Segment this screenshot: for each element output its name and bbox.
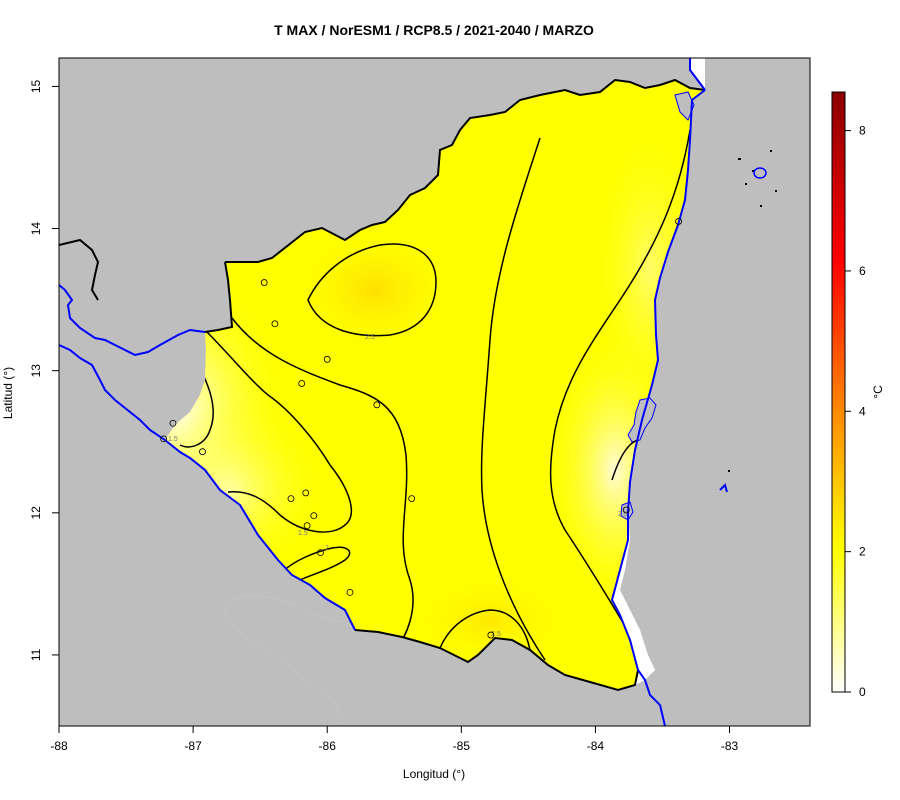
station-marker — [303, 522, 311, 529]
station-marker — [160, 435, 168, 443]
y-axis-label: Latitud (°) — [1, 367, 15, 419]
contour-line — [307, 243, 437, 337]
contour-line — [204, 329, 353, 533]
country-border — [59, 78, 706, 692]
border-honduras-inner — [59, 238, 100, 301]
contour-label: 2 — [325, 545, 329, 552]
station-marker — [169, 419, 177, 427]
colorbar-tick-label: 4 — [859, 404, 866, 418]
station-marker — [271, 320, 279, 328]
colorbar-tick-label: 8 — [859, 124, 866, 138]
station-marker — [373, 401, 381, 409]
islands — [728, 150, 777, 472]
contour-line — [480, 137, 546, 661]
coast-caribbean — [610, 89, 706, 726]
coast-gulf — [59, 284, 206, 357]
land-masses — [59, 58, 810, 726]
land-gulf-fonseca — [59, 285, 206, 440]
coast-lagoon-small — [719, 483, 728, 493]
contour-lines — [179, 129, 691, 661]
island — [745, 183, 747, 185]
contour-label: 1.5 — [298, 530, 308, 537]
border-south — [354, 629, 639, 692]
station-marker — [199, 448, 206, 456]
contour-label: 2.5 — [491, 631, 501, 638]
station-marker — [346, 589, 354, 596]
coastline — [59, 58, 728, 726]
chart-title: T MAX / NorESM1 / RCP8.5 / 2021-2040 / M… — [274, 22, 594, 38]
coast-honduras-north — [689, 58, 706, 91]
contour-line — [179, 359, 214, 448]
colorbar-unit: °C — [871, 385, 885, 399]
land-honduras — [59, 58, 705, 355]
map-panel: 2.5 1.5 2.5 2 1.5 2.5 — [59, 58, 810, 726]
x-tick-label: -86 — [319, 739, 337, 753]
station-marker — [675, 218, 682, 225]
station-marker — [487, 631, 495, 639]
contour-line — [549, 129, 691, 661]
island — [775, 190, 777, 192]
station-marker — [408, 495, 416, 502]
colorbar-tick-label: 2 — [859, 545, 866, 559]
y-tick-label: 15 — [29, 79, 43, 93]
stations — [160, 218, 682, 639]
contour-line — [281, 546, 351, 581]
colorbar-gradient — [831, 91, 846, 693]
border-north — [225, 78, 706, 263]
colorbar-ticks: 0 2 4 6 8 — [845, 124, 866, 699]
island — [738, 158, 741, 160]
contour-label: 1.5 — [168, 436, 178, 443]
station-marker — [298, 380, 306, 387]
station-marker — [302, 489, 310, 497]
land-costa-rica — [225, 595, 665, 726]
land-east — [620, 58, 810, 726]
station-marker — [323, 355, 331, 363]
x-tick-label: -83 — [721, 739, 739, 753]
x-tick-label: -85 — [453, 739, 471, 753]
colorbar-tick-label: 0 — [859, 685, 866, 699]
contour-label: 2.5 — [618, 511, 628, 518]
station-marker — [287, 495, 295, 502]
station-marker — [260, 279, 268, 286]
x-tick-label: -84 — [587, 739, 605, 753]
y-tick-label: 12 — [29, 506, 43, 520]
x-axis: -88 -87 -86 -85 -84 -83 — [50, 726, 739, 753]
station-marker — [317, 549, 324, 557]
land-pacific-coast — [59, 345, 355, 726]
station-marker — [622, 506, 630, 514]
colorbar: 0 2 4 6 8 °C — [831, 91, 885, 699]
contour-line — [439, 609, 531, 651]
island — [728, 470, 730, 472]
island-corn — [753, 167, 767, 179]
island — [752, 170, 755, 172]
island — [770, 150, 772, 152]
contour-label: 2.5 — [365, 334, 375, 341]
island — [760, 205, 762, 207]
y-tick-label: 11 — [29, 648, 43, 661]
contour-line — [231, 317, 414, 641]
contour-labels: 2.5 1.5 2.5 2 1.5 2.5 — [168, 334, 628, 638]
station-marker — [310, 512, 318, 520]
plot-frame — [58, 57, 811, 727]
x-tick-label: -87 — [184, 739, 202, 753]
x-tick-label: -88 — [50, 739, 68, 753]
x-axis-label: Longitud (°) — [403, 767, 465, 781]
colorbar-tick-label: 6 — [859, 264, 866, 278]
y-tick-label: 13 — [29, 364, 43, 378]
y-tick-label: 14 — [29, 222, 43, 236]
coast-pacific — [59, 344, 356, 631]
y-axis: 15 14 13 12 11 — [29, 79, 59, 661]
border-west — [204, 261, 234, 333]
